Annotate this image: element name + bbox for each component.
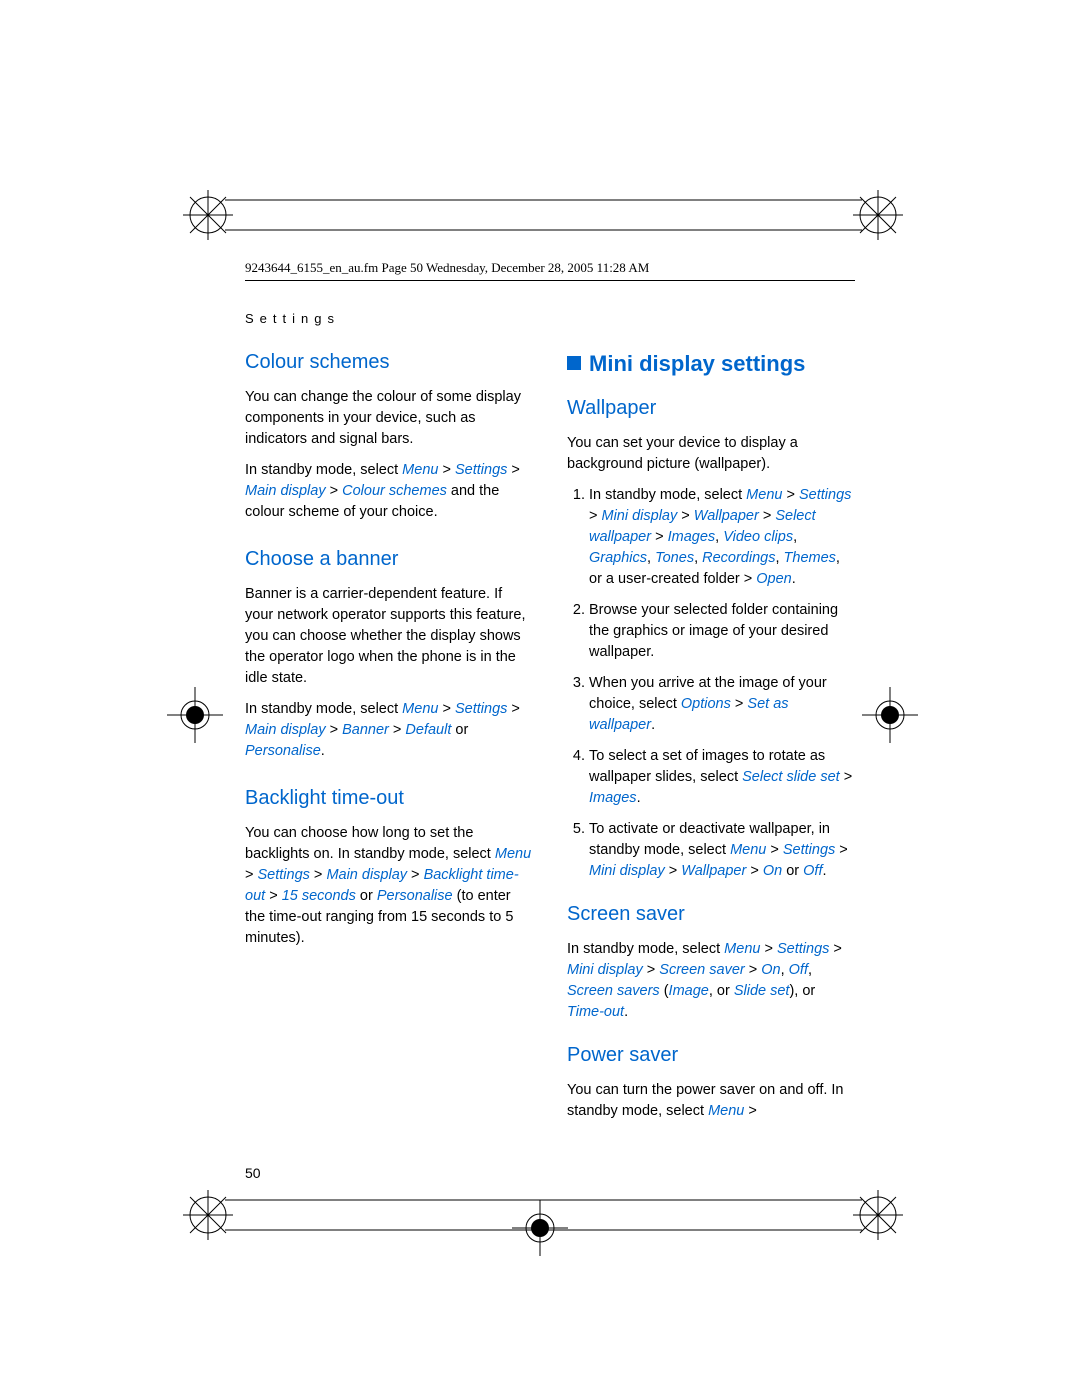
- section-tag: Settings: [245, 311, 855, 326]
- para-power-saver: You can turn the power saver on and off.…: [567, 1080, 855, 1122]
- step-3: When you arrive at the image of your cho…: [589, 673, 855, 736]
- heading-power-saver: Power saver: [567, 1041, 855, 1070]
- left-column: Colour schemes You can change the colour…: [245, 348, 533, 1132]
- para-banner-1: Banner is a carrier-dependent feature. I…: [245, 584, 533, 689]
- page-number: 50: [245, 1165, 261, 1181]
- step-5: To activate or deactivate wallpaper, in …: [589, 819, 855, 882]
- heading-wallpaper: Wallpaper: [567, 394, 855, 423]
- para-colour-1: You can change the colour of some displa…: [245, 387, 533, 450]
- step-1: In standby mode, select Menu > Settings …: [589, 485, 855, 590]
- para-colour-2: In standby mode, select Menu > Settings …: [245, 460, 533, 523]
- para-wallpaper-intro: You can set your device to display a bac…: [567, 433, 855, 475]
- para-banner-2: In standby mode, select Menu > Settings …: [245, 699, 533, 762]
- heading-colour-schemes: Colour schemes: [245, 348, 533, 377]
- para-backlight: You can choose how long to set the backl…: [245, 823, 533, 949]
- heading-banner: Choose a banner: [245, 545, 533, 574]
- step-2: Browse your selected folder containing t…: [589, 600, 855, 663]
- right-column: Mini display settings Wallpaper You can …: [567, 348, 855, 1132]
- header-rule: [245, 280, 855, 281]
- para-screen-saver: In standby mode, select Menu > Settings …: [567, 939, 855, 1023]
- heading-backlight: Backlight time-out: [245, 784, 533, 813]
- page-content: 9243644_6155_en_au.fm Page 50 Wednesday,…: [245, 260, 855, 1132]
- header-filename: 9243644_6155_en_au.fm Page 50 Wednesday,…: [245, 260, 855, 276]
- square-bullet-icon: [567, 356, 581, 370]
- step-4: To select a set of images to rotate as w…: [589, 746, 855, 809]
- heading-screen-saver: Screen saver: [567, 900, 855, 929]
- wallpaper-steps: In standby mode, select Menu > Settings …: [567, 485, 855, 882]
- heading-mini-display: Mini display settings: [567, 348, 855, 380]
